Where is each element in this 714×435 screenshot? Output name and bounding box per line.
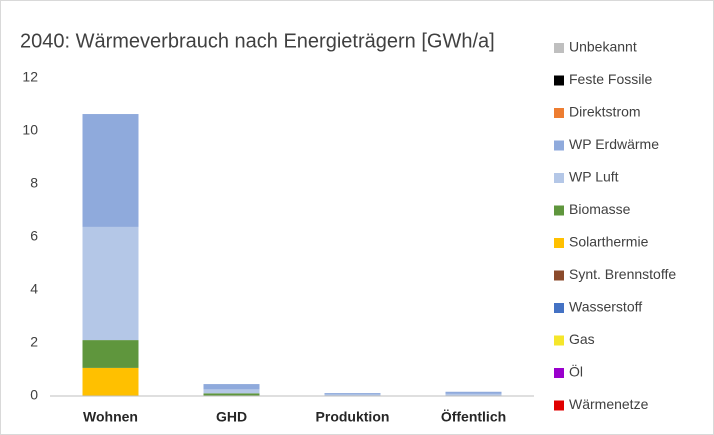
bar-segment <box>324 393 381 395</box>
bar-segment <box>203 393 260 396</box>
bar-segment <box>82 226 139 341</box>
bar-segment <box>203 389 260 394</box>
bar-segment <box>445 393 502 396</box>
bar-segment <box>445 391 502 394</box>
legend-swatch <box>554 270 564 281</box>
legend-label: Feste Fossile <box>569 71 652 87</box>
legend-swatch <box>554 173 564 183</box>
legend-swatch <box>554 400 564 411</box>
legend-label: Synt. Brennstoffe <box>569 266 676 282</box>
y-tick-label: 4 <box>30 281 38 297</box>
bar-segment <box>82 114 139 227</box>
y-tick-label: 10 <box>22 122 38 138</box>
y-tick-label: 2 <box>30 334 38 350</box>
y-tick-label: 12 <box>22 69 38 85</box>
legend-swatch <box>554 75 564 86</box>
bar-segment <box>324 394 381 396</box>
legend-label: Solarthermie <box>569 234 649 250</box>
legend-swatch <box>554 368 564 378</box>
legend-label: WP Erdwärme <box>569 136 659 152</box>
bar-segment <box>203 384 260 390</box>
x-tick-label: Öffentlich <box>441 409 506 425</box>
legend-swatch <box>554 108 564 118</box>
legend-label: Direktstrom <box>569 104 641 120</box>
x-tick-label: Produktion <box>316 409 390 425</box>
y-tick-label: 8 <box>30 175 38 191</box>
legend-label: Öl <box>569 363 583 380</box>
bar-segment <box>82 367 139 396</box>
x-tick-label: GHD <box>216 409 247 425</box>
legend-label: Gas <box>569 331 595 347</box>
legend-label: Biomasse <box>569 201 631 217</box>
legend-label: WP Luft <box>569 169 619 185</box>
y-tick-label: 0 <box>30 387 38 403</box>
legend-swatch <box>554 205 564 216</box>
legend-swatch <box>554 335 564 346</box>
legend-swatch <box>554 303 564 313</box>
legend-swatch <box>554 140 564 151</box>
legend-label: Wasserstoff <box>569 299 642 315</box>
y-tick-label: 6 <box>30 228 38 244</box>
x-tick-label: Wohnen <box>83 409 138 425</box>
legend-label: Wärmenetze <box>569 396 649 412</box>
legend-label: Unbekannt <box>569 39 637 55</box>
bar-segment <box>82 340 139 368</box>
legend-swatch <box>554 43 564 53</box>
chart-title: 2040: Wärmeverbrauch nach Energieträgern… <box>20 30 495 52</box>
legend-swatch <box>554 238 564 248</box>
